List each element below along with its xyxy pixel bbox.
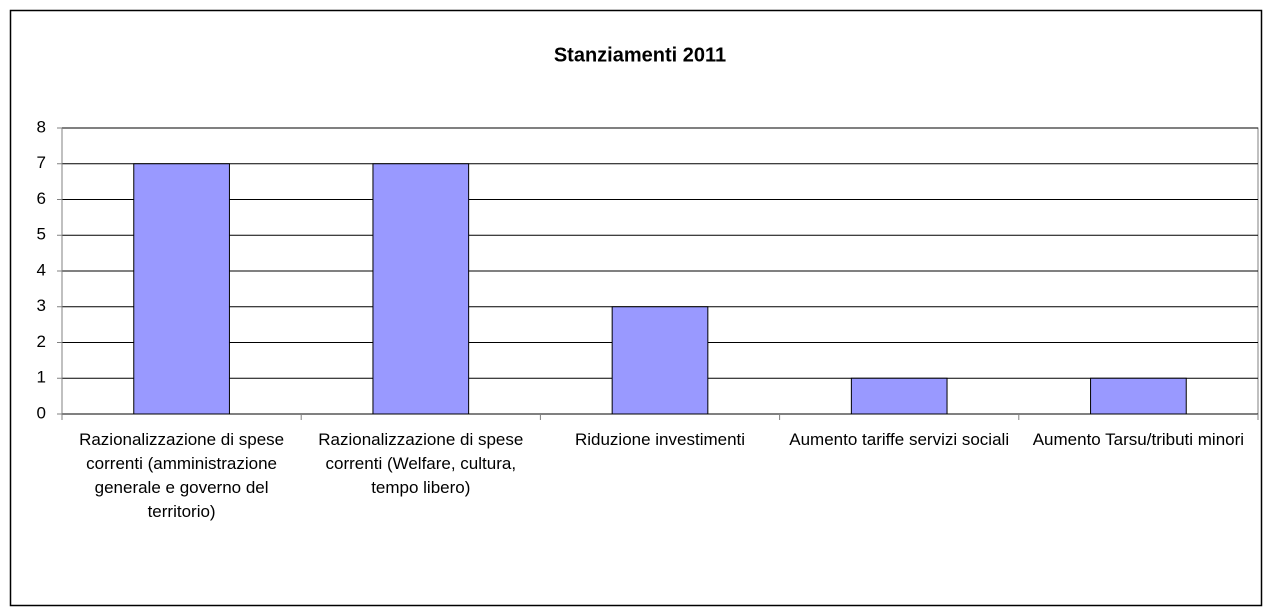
- y-tick-label: 8: [37, 117, 46, 136]
- x-tick-label: Razionalizzazione di spese correnti (amm…: [79, 430, 285, 521]
- x-tick-label: Riduzione investimenti: [574, 430, 746, 449]
- bar: [611, 306, 709, 415]
- x-tick-label: Aumento tariffe servizi sociali: [789, 430, 1010, 449]
- y-tick-label: 1: [37, 368, 46, 387]
- y-tick-label: 7: [37, 153, 46, 172]
- y-tick-label: 0: [37, 403, 46, 422]
- x-tick-label: Razionalizzazione di spese correnti (Wel…: [318, 430, 524, 497]
- y-tick-label: 4: [37, 260, 46, 279]
- x-tick-label: Aumento Tarsu/tributi minori: [1032, 430, 1245, 449]
- chart-title: Stanziamenti 2011: [554, 44, 726, 66]
- y-tick-label: 6: [37, 189, 46, 208]
- bar: [1090, 377, 1187, 415]
- y-tick-label: 3: [37, 296, 46, 315]
- y-tick-label: 2: [37, 332, 46, 351]
- y-tick-label: 5: [37, 225, 46, 244]
- bar: [850, 377, 948, 415]
- bar: [133, 163, 230, 415]
- bar: [372, 163, 470, 415]
